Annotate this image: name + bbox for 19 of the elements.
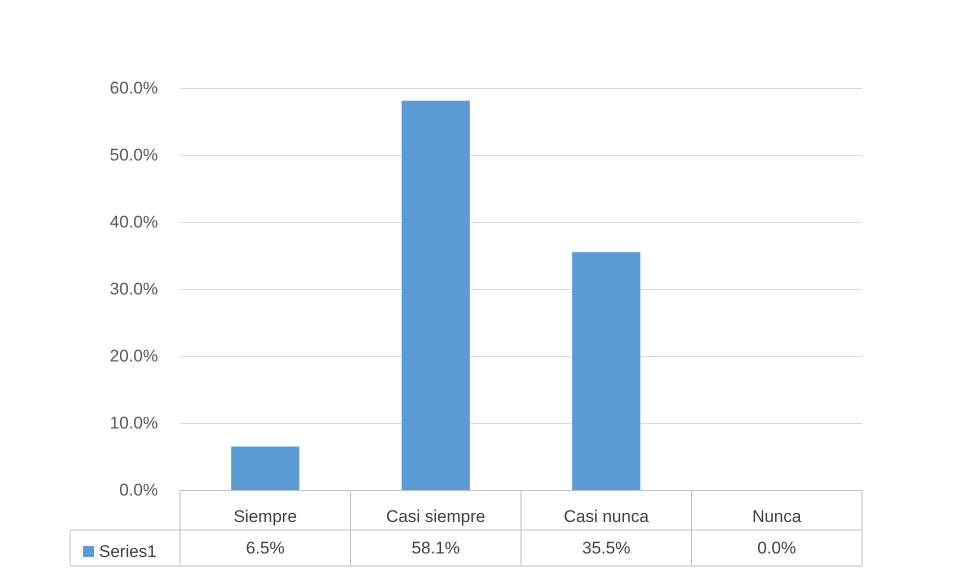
data-label: 35.5%	[582, 538, 630, 558]
y-tick-label: 20.0%	[110, 346, 158, 366]
data-label: 6.5%	[246, 538, 285, 558]
data-label: 0.0%	[757, 538, 796, 558]
x-tick-label: Casi nunca	[564, 507, 650, 526]
legend-label: Series1	[99, 542, 157, 561]
x-tick-label: Casi siempre	[386, 507, 486, 526]
bar	[402, 100, 470, 490]
y-tick-label: 10.0%	[110, 414, 158, 432]
bar	[572, 252, 640, 490]
x-tick-label: Nunca	[752, 507, 802, 526]
bar	[231, 446, 300, 490]
data-label: 58.1%	[412, 538, 460, 558]
y-tick-label: 30.0%	[110, 280, 158, 298]
y-tick-label: 60.0%	[110, 78, 158, 98]
y-tick-label: 0.0%	[119, 480, 158, 500]
y-tick-label: 50.0%	[110, 146, 158, 164]
y-tick-label: 40.0%	[110, 212, 158, 232]
x-tick-label: Siempre	[234, 507, 297, 526]
